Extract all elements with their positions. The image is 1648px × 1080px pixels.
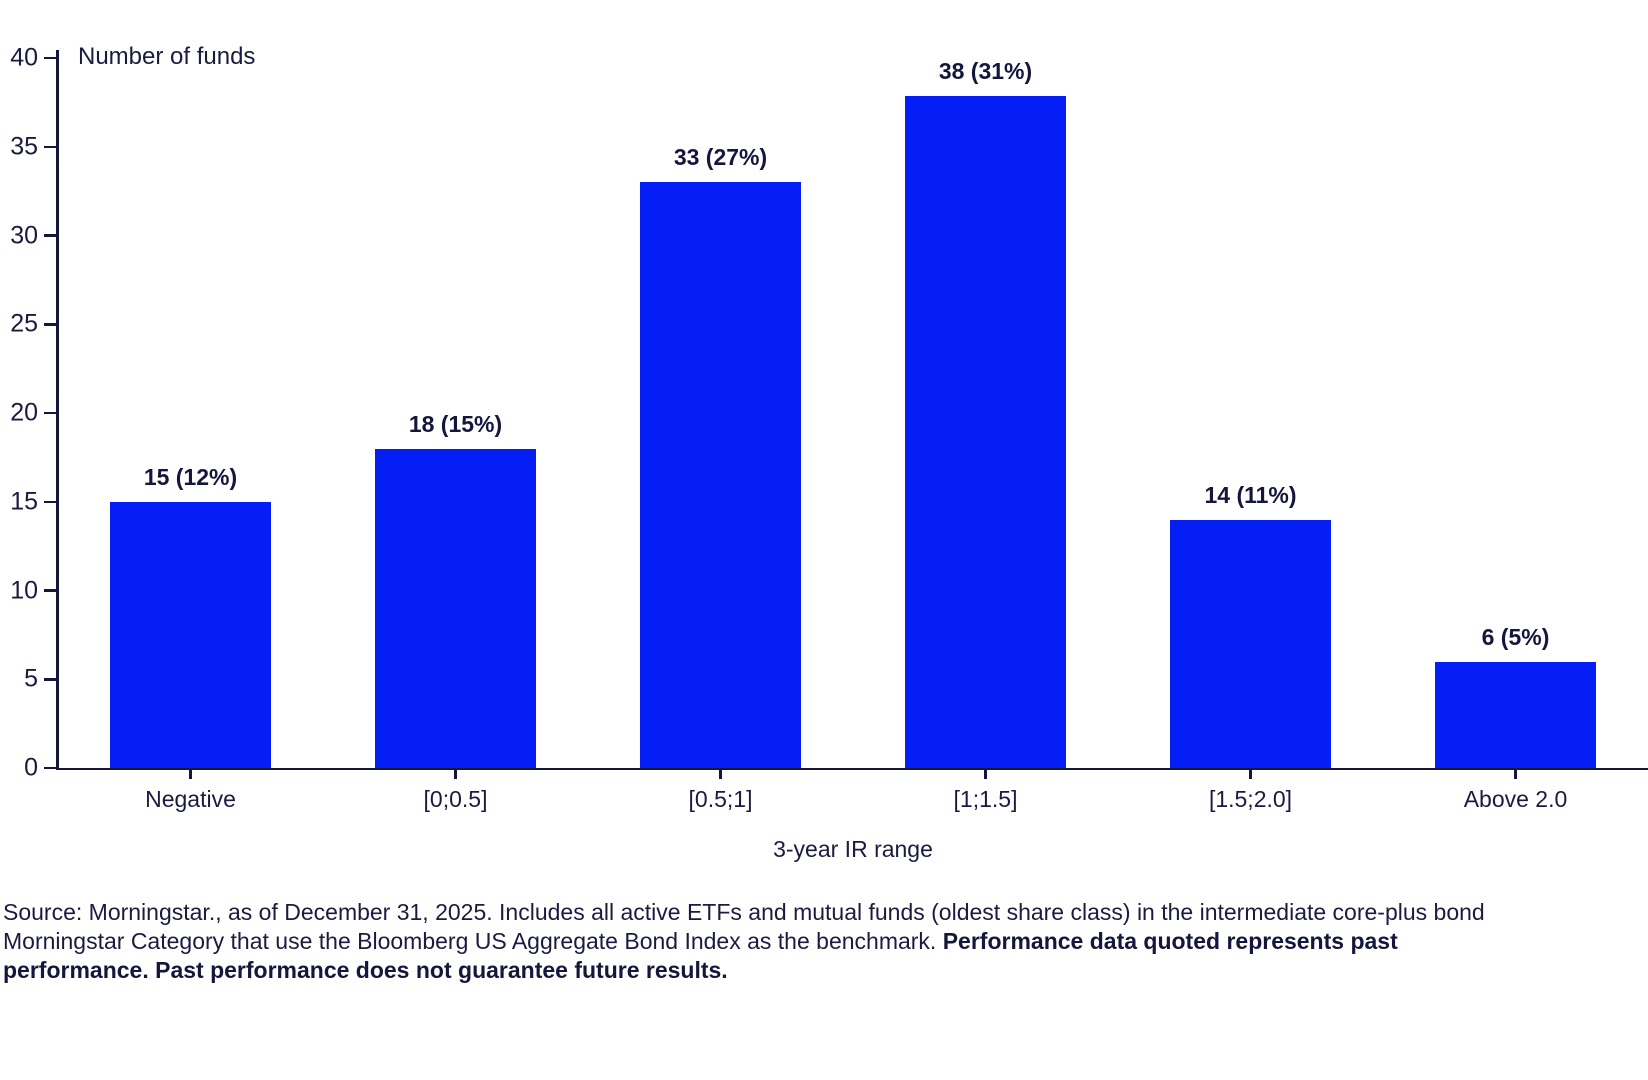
x-axis-title: 3-year IR range bbox=[773, 836, 933, 862]
bar-group-4: 14 (11%) bbox=[1118, 58, 1383, 768]
y-tick-mark bbox=[44, 766, 56, 770]
y-tick-mark bbox=[44, 323, 56, 326]
bar-group-5: 6 (5%) bbox=[1383, 58, 1648, 768]
y-tick-label: 35 bbox=[10, 132, 38, 161]
x-tick-mark bbox=[1249, 768, 1252, 779]
x-tick-mark bbox=[984, 768, 987, 779]
x-tick-mark bbox=[189, 768, 192, 779]
x-axis bbox=[56, 767, 1648, 770]
bar-group-1: 18 (15%) bbox=[323, 58, 588, 768]
y-tick-mark bbox=[44, 234, 56, 237]
bar-value-label: 14 (11%) bbox=[1204, 481, 1297, 508]
x-tick-cell bbox=[853, 768, 1118, 779]
x-tick-cell bbox=[58, 768, 323, 779]
y-tick-label: 25 bbox=[10, 309, 38, 338]
source-note: Source: Morningstar., as of December 31,… bbox=[3, 898, 1548, 985]
y-tick-mark bbox=[44, 500, 56, 503]
plot-area: 0 5 10 15 20 25 30 35 40 Number of funds 15 (12%… bbox=[10, 45, 1648, 780]
bar-value-label: 38 (31%) bbox=[938, 58, 1033, 84]
bar bbox=[110, 501, 271, 768]
y-axis bbox=[56, 50, 59, 768]
x-tick-cell bbox=[323, 768, 588, 779]
bars-container: 15 (12%) 18 (15%) 33 (27%) 38 (31%) 14 (11%)… bbox=[58, 58, 1648, 768]
y-tick-label: 20 bbox=[10, 398, 38, 427]
x-tick-cell bbox=[588, 768, 853, 779]
bar bbox=[1435, 661, 1596, 768]
bar bbox=[375, 448, 536, 768]
x-axis-ticks bbox=[58, 768, 1648, 779]
x-tick-mark bbox=[1514, 768, 1517, 779]
y-tick-label: 5 bbox=[24, 664, 38, 693]
bar bbox=[905, 96, 1066, 768]
x-axis-labels: Negative [0;0.5] [0.5;1] [1;1.5] [1.5;2.0] Ab… bbox=[58, 786, 1648, 813]
x-tick-cell bbox=[1383, 768, 1648, 779]
y-tick-label: 0 bbox=[24, 753, 38, 782]
y-tick-mark bbox=[44, 678, 56, 681]
y-tick-label: 30 bbox=[10, 221, 38, 249]
source-text: Source: Morningstar., as of December 31,… bbox=[3, 899, 1485, 954]
bar-value-label: 15 (12%) bbox=[143, 463, 238, 490]
x-tick-mark bbox=[454, 768, 457, 779]
x-category-label: [0.5;1] bbox=[688, 786, 753, 812]
x-category-label: Above 2.0 bbox=[1463, 786, 1568, 812]
x-tick-mark bbox=[719, 768, 722, 779]
x-category-label: Negative bbox=[145, 786, 236, 812]
y-tick-label: 15 bbox=[10, 487, 38, 516]
y-tick-mark bbox=[44, 56, 56, 60]
bar bbox=[640, 182, 801, 768]
x-category-label: [0;0.5] bbox=[423, 786, 488, 812]
y-tick-label: 10 bbox=[10, 576, 38, 604]
bar-value-label: 33 (27%) bbox=[673, 144, 768, 171]
bar-group-3: 38 (31%) bbox=[853, 58, 1118, 768]
bar-group-0: 15 (12%) bbox=[58, 58, 323, 768]
bar-value-label: 6 (5%) bbox=[1481, 623, 1550, 650]
x-category-label: [1;1.5] bbox=[953, 786, 1018, 812]
source-disclaimer: Performance data quoted represents past … bbox=[3, 927, 1398, 983]
y-axis-title: Number of funds bbox=[78, 43, 256, 70]
x-tick-cell bbox=[1118, 768, 1383, 779]
x-category-label: [1.5;2.0] bbox=[1208, 786, 1293, 812]
bar bbox=[1170, 519, 1331, 768]
y-tick-label: 40 bbox=[10, 43, 38, 72]
y-tick-mark bbox=[44, 411, 56, 415]
bar-value-label: 18 (15%) bbox=[408, 410, 503, 437]
bar-group-2: 33 (27%) bbox=[588, 58, 853, 768]
y-tick-mark bbox=[44, 589, 56, 592]
y-tick-mark bbox=[44, 145, 56, 148]
